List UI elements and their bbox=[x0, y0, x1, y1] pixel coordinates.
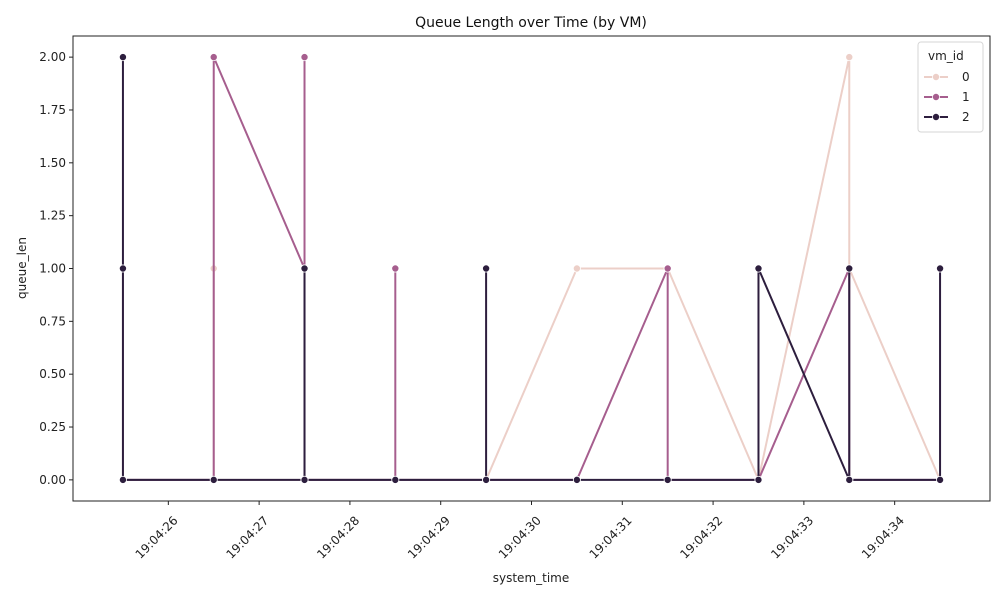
chart-title: Queue Length over Time (by VM) bbox=[415, 15, 647, 31]
series-line-0 bbox=[121, 56, 941, 481]
data-point-2 bbox=[482, 475, 491, 484]
x-tick-label: 19:04:32 bbox=[677, 513, 725, 561]
data-point-2 bbox=[663, 475, 672, 484]
data-point-2 bbox=[118, 53, 127, 62]
y-tick-label: 1.75 bbox=[39, 103, 66, 117]
legend-label: 1 bbox=[962, 90, 970, 104]
data-point-2 bbox=[300, 264, 309, 273]
data-point-1 bbox=[300, 53, 309, 62]
data-point-2 bbox=[391, 475, 400, 484]
legend-item-2: 2 bbox=[924, 110, 970, 124]
data-point-2 bbox=[209, 475, 218, 484]
series-0 bbox=[118, 53, 945, 484]
data-point-2 bbox=[754, 264, 763, 273]
legend-marker bbox=[932, 93, 941, 102]
x-tick-label: 19:04:34 bbox=[859, 513, 907, 561]
data-point-2 bbox=[118, 475, 127, 484]
data-point-1 bbox=[663, 264, 672, 273]
data-point-0 bbox=[845, 53, 854, 62]
y-tick-label: 0.75 bbox=[39, 314, 66, 328]
data-point-2 bbox=[936, 264, 945, 273]
series-2 bbox=[118, 53, 945, 484]
data-point-1 bbox=[209, 53, 218, 62]
legend-item-0: 0 bbox=[924, 70, 970, 84]
y-tick-label: 1.25 bbox=[39, 209, 66, 223]
data-point-1 bbox=[391, 264, 400, 273]
x-tick-label: 19:04:33 bbox=[768, 513, 816, 561]
legend-title: vm_id bbox=[928, 49, 964, 63]
legend: vm_id 0 1 2 bbox=[917, 41, 984, 133]
y-tick-label: 0.00 bbox=[39, 473, 66, 487]
legend-label: 2 bbox=[962, 110, 970, 124]
data-point-2 bbox=[845, 264, 854, 273]
x-axis: 19:04:26 19:04:27 19:04:28 19:04:29 19:04:30… bbox=[133, 501, 907, 561]
data-point-2 bbox=[118, 264, 127, 273]
legend-items: 0 1 2 bbox=[924, 70, 970, 124]
y-tick-label: 2.00 bbox=[39, 50, 66, 64]
y-axis-title: queue_len bbox=[15, 237, 29, 299]
x-tick-label: 19:04:28 bbox=[314, 513, 362, 561]
legend-marker bbox=[932, 113, 941, 122]
y-tick-label: 1.50 bbox=[39, 156, 66, 170]
x-axis-title: system_time bbox=[493, 571, 570, 585]
series-line-2 bbox=[121, 57, 942, 481]
legend-box bbox=[917, 41, 984, 133]
data-point-2 bbox=[936, 475, 945, 484]
y-tick-label: 1.00 bbox=[39, 262, 66, 276]
data-point-2 bbox=[300, 475, 309, 484]
data-point-2 bbox=[572, 475, 581, 484]
series-1 bbox=[118, 53, 945, 484]
legend-item-1: 1 bbox=[924, 90, 970, 104]
legend-marker bbox=[932, 73, 941, 82]
y-tick-label: 0.25 bbox=[39, 420, 66, 434]
series-line-1 bbox=[122, 56, 941, 481]
plot-area bbox=[118, 53, 945, 484]
x-tick-label: 19:04:27 bbox=[223, 513, 271, 561]
x-tick-label: 19:04:26 bbox=[133, 513, 181, 561]
y-axis: 0.00 0.25 0.50 0.75 1.00 1.25 1.50 1.75 2.00 bbox=[39, 50, 73, 487]
x-tick-label: 19:04:29 bbox=[405, 513, 453, 561]
data-point-2 bbox=[754, 475, 763, 484]
data-point-2 bbox=[845, 475, 854, 484]
x-tick-label: 19:04:30 bbox=[496, 513, 544, 561]
data-point-2 bbox=[482, 264, 491, 273]
legend-label: 0 bbox=[962, 70, 970, 84]
series-layer bbox=[118, 53, 945, 484]
data-point-0 bbox=[572, 264, 581, 273]
y-tick-label: 0.50 bbox=[39, 367, 66, 381]
x-tick-label: 19:04:31 bbox=[587, 513, 635, 561]
